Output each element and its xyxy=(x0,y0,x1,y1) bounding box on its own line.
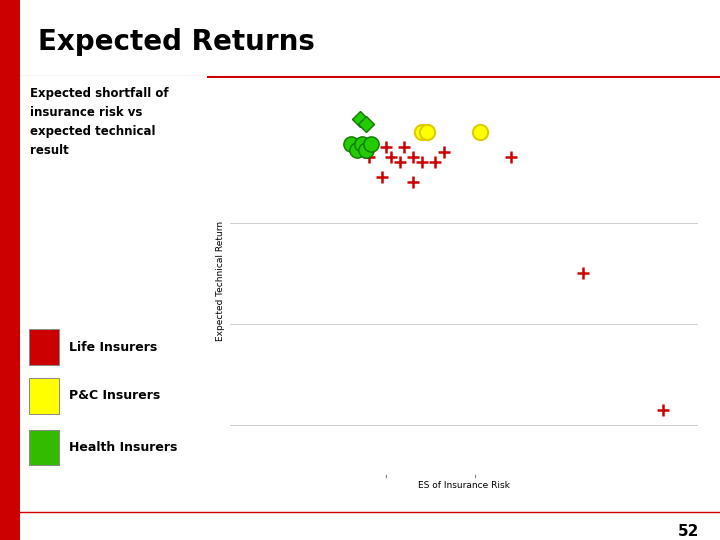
FancyBboxPatch shape xyxy=(30,378,59,414)
Text: Life Insurers: Life Insurers xyxy=(68,341,157,354)
Text: P&C Insurers: P&C Insurers xyxy=(68,389,160,402)
X-axis label: ES of Insurance Risk: ES of Insurance Risk xyxy=(418,481,510,490)
FancyBboxPatch shape xyxy=(30,430,59,465)
Text: Health Insurers: Health Insurers xyxy=(68,441,177,454)
Text: 52: 52 xyxy=(678,524,699,538)
Text: Expected shortfall of
insurance risk vs
expected technical
result: Expected shortfall of insurance risk vs … xyxy=(30,87,168,157)
Text: Expected Returns: Expected Returns xyxy=(37,28,315,56)
FancyBboxPatch shape xyxy=(30,329,59,365)
Y-axis label: Expected Technical Return: Expected Technical Return xyxy=(216,221,225,341)
